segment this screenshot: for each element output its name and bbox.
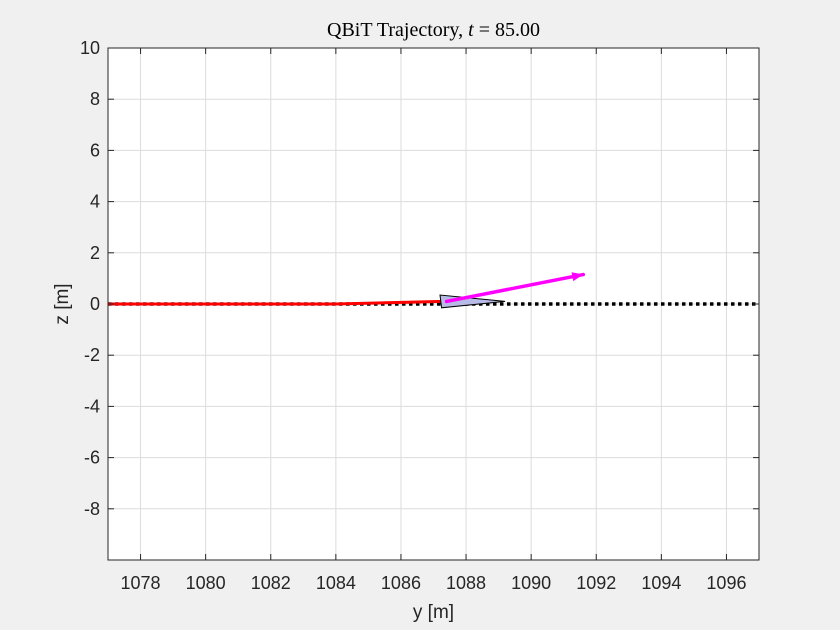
y-tick-label: -2 (84, 345, 100, 365)
y-tick-label: 2 (90, 243, 100, 263)
x-tick-label: 1092 (576, 573, 616, 593)
y-tick-label: -4 (84, 396, 100, 416)
x-tick-label: 1088 (446, 573, 486, 593)
x-tick-label: 1086 (381, 573, 421, 593)
data-series (108, 272, 759, 309)
y-tick-label: 6 (90, 140, 100, 160)
x-tick-label: 1082 (251, 573, 291, 593)
x-axis-label: y [m] (413, 602, 454, 623)
tick-labels: 1078 1080 1082 1084 1086 1088 1090 1092 1094 1096… (80, 38, 759, 593)
x-tick-label: 1090 (511, 573, 551, 593)
y-tick-label: 0 (90, 294, 100, 314)
chart-title: QBiT Trajectory, t = 85.00 (327, 19, 540, 41)
y-axis-label: z [m] (52, 283, 73, 324)
x-tick-label: 1080 (186, 573, 226, 593)
y-tick-label: 10 (80, 38, 100, 58)
y-tick-label: -8 (84, 499, 100, 519)
y-tick-label: 8 (90, 89, 100, 109)
x-tick-label: 1084 (316, 573, 356, 593)
velocity-arrow-shaft (444, 272, 585, 304)
velocity-arrow-head (571, 272, 584, 282)
x-tick-label: 1094 (641, 573, 681, 593)
y-tick-label: 4 (90, 192, 100, 212)
x-tick-label: 1078 (121, 573, 161, 593)
trajectory-line (108, 299, 444, 306)
x-tick-label: 1096 (706, 573, 746, 593)
y-tick-label: -6 (84, 448, 100, 468)
